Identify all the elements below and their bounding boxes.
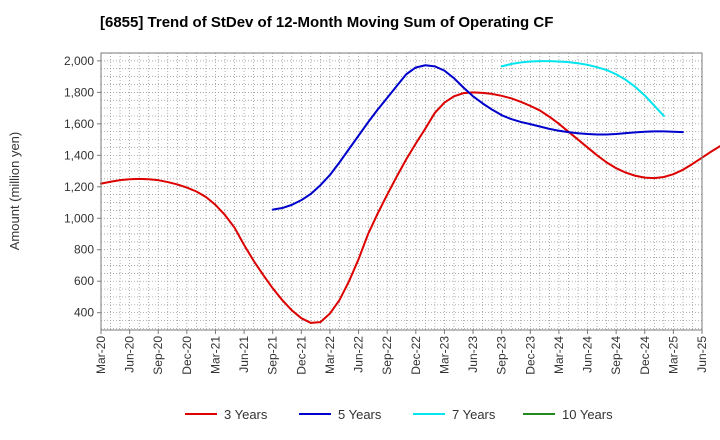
x-tick-label: Sep-22 xyxy=(380,336,394,375)
legend-label-10-years: 10 Years xyxy=(562,407,613,422)
x-tick-label: Sep-24 xyxy=(609,336,623,375)
y-tick-label: 1,800 xyxy=(64,85,94,99)
x-tick-label: Mar-23 xyxy=(437,336,451,374)
x-tick-label: Mar-24 xyxy=(552,336,566,374)
legend-label-5-years: 5 Years xyxy=(338,407,382,422)
x-tick-label: Dec-22 xyxy=(409,336,423,375)
y-tick-label: 400 xyxy=(74,306,94,320)
x-tick-label: Jun-25 xyxy=(695,336,709,373)
plot-frame xyxy=(100,52,703,331)
series-lines xyxy=(100,60,720,324)
x-tick-label: Dec-24 xyxy=(638,336,652,375)
y-tick-label: 800 xyxy=(74,243,94,257)
x-tick-label: Jun-20 xyxy=(123,336,137,373)
x-tick-label: Sep-23 xyxy=(495,336,509,375)
x-tick-label: Mar-22 xyxy=(323,336,337,374)
legend-label-3-years: 3 Years xyxy=(224,407,268,422)
y-tick-label: 1,400 xyxy=(64,148,94,162)
y-axis-label: Amount (million yen) xyxy=(7,132,22,251)
legend-label-7-years: 7 Years xyxy=(452,407,496,422)
chart-title: [6855] Trend of StDev of 12-Month Moving… xyxy=(100,14,553,31)
x-tick-label: Dec-23 xyxy=(523,336,537,375)
x-ticks: Mar-20 Jun-20 Sep-20 Dec-20 Mar-21 Jun-21 Sep-… xyxy=(94,330,709,375)
x-tick-label: Mar-25 xyxy=(666,336,680,374)
x-tick-label: Jun-21 xyxy=(237,336,251,373)
y-tick-label: 1,000 xyxy=(64,211,94,225)
series-line-5-years xyxy=(271,64,684,211)
x-tick-label: Jun-22 xyxy=(352,336,366,373)
x-tick-label: Mar-20 xyxy=(94,336,108,374)
x-tick-label: Dec-21 xyxy=(294,336,308,375)
legend: 3 Years 5 Years 7 Years 10 Years xyxy=(185,407,613,422)
y-tick-label: 2,000 xyxy=(64,54,94,68)
x-tick-label: Dec-20 xyxy=(180,336,194,375)
y-tick-label: 600 xyxy=(74,274,94,288)
x-tick-label: Mar-21 xyxy=(208,336,222,374)
series-line-3-years xyxy=(100,91,720,324)
grid xyxy=(101,53,702,330)
x-tick-label: Jun-24 xyxy=(581,336,595,373)
x-tick-label: Sep-20 xyxy=(151,336,165,375)
y-ticks: 400 600 800 1,000 1,200 1,400 1,600 1,800 2,000 xyxy=(64,54,101,320)
y-tick-label: 1,200 xyxy=(64,180,94,194)
series-line-7-years xyxy=(500,60,665,117)
x-tick-label: Sep-21 xyxy=(266,336,280,375)
x-tick-label: Jun-23 xyxy=(466,336,480,373)
y-tick-label: 1,600 xyxy=(64,117,94,131)
